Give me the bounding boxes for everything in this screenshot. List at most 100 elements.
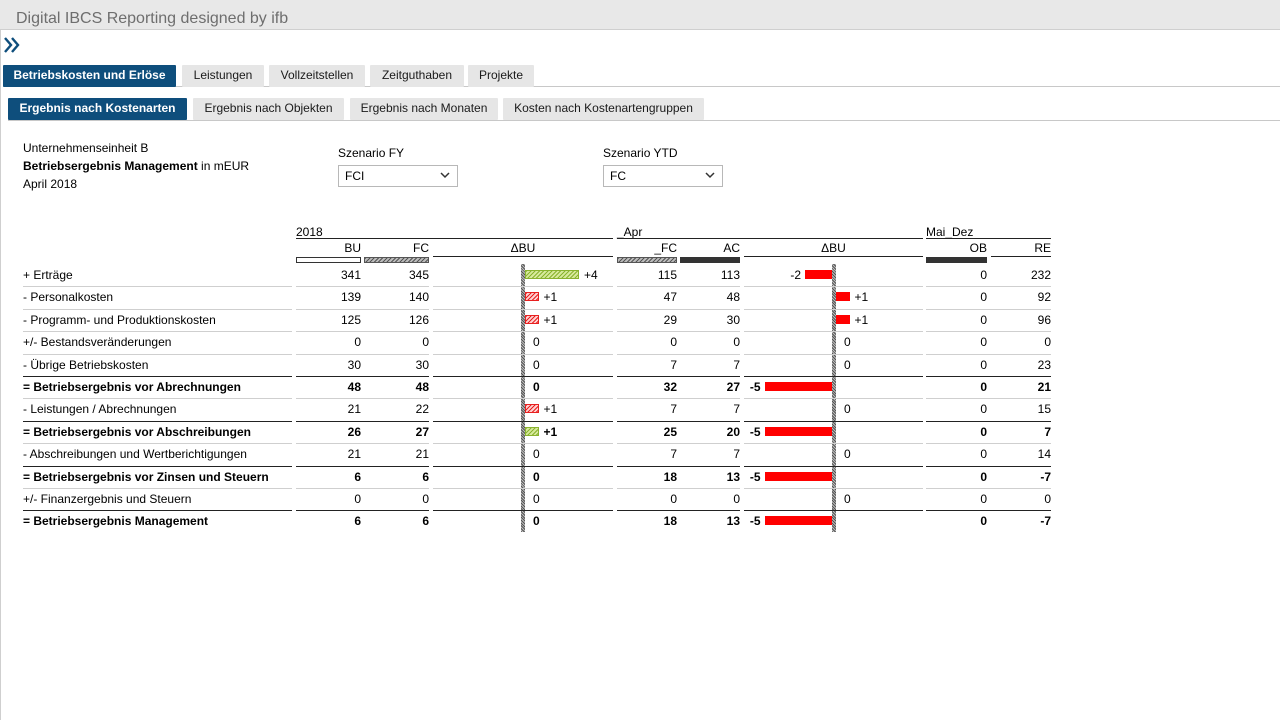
row-separator: [296, 421, 429, 422]
scenario-ytd-select[interactable]: FC: [603, 165, 723, 187]
cell-fc: 140: [408, 290, 429, 305]
col-delta-bu-1: ΔBU: [510, 241, 536, 255]
row-separator: [433, 510, 613, 511]
delta-label-2: -2: [790, 268, 801, 282]
cell-bu: 0: [354, 335, 361, 350]
row-separator: [296, 398, 429, 399]
tab-ergebnis-nach-monaten[interactable]: Ergebnis nach Monaten: [350, 98, 498, 120]
cell-ob: 0: [980, 469, 987, 484]
tab-leistungen[interactable]: Leistungen: [182, 65, 264, 87]
row-label: = Betriebsergebnis vor Zinsen und Steuer…: [23, 469, 269, 484]
row-separator: [926, 443, 1051, 444]
row-separator: [296, 488, 429, 489]
delta-bar-2: [764, 516, 832, 526]
cell-re: 0: [1044, 335, 1051, 350]
row-label: - Abschreibungen und Wertberichtigungen: [23, 447, 247, 462]
tab-vollzeitstellen[interactable]: Vollzeitstellen: [269, 65, 365, 87]
delta-label-2: -5: [749, 514, 761, 529]
row-separator: [433, 398, 613, 399]
delta-bar-1: [525, 292, 539, 302]
row-separator: [296, 376, 429, 377]
cell-re: 232: [1030, 268, 1051, 282]
cell-bu: 139: [340, 290, 361, 305]
col-fc: FC: [413, 241, 429, 255]
row-separator: [296, 510, 429, 511]
row-separator: [23, 443, 292, 444]
row-separator: [23, 488, 292, 489]
left-frame-border: [0, 30, 1, 720]
cell-bu: 0: [354, 492, 361, 506]
tab-ergebnis-nach-kostenarten[interactable]: Ergebnis nach Kostenarten: [8, 98, 187, 120]
cell-ac: 13: [726, 469, 740, 484]
col-re: RE: [1034, 241, 1051, 255]
cell-fc: 6: [422, 469, 429, 484]
scenario-ytd-label: Szenario YTD: [603, 146, 678, 160]
delta-label-1: 0: [533, 335, 540, 350]
cell-ac: 113: [720, 268, 740, 282]
row-separator: [926, 421, 1051, 422]
delta-label-1: 0: [533, 447, 540, 462]
cell-fc: 6: [422, 514, 429, 529]
delta-bar-1: [525, 314, 539, 324]
col-bu: BU: [344, 241, 361, 255]
row-separator: [433, 354, 613, 355]
cell-fc2: 32: [663, 380, 677, 394]
marker-bu: [296, 257, 361, 263]
line-delta-1: [433, 256, 613, 257]
double-chevron-right-icon[interactable]: [3, 35, 23, 55]
cell-ob: 0: [980, 447, 987, 462]
row-separator: [926, 331, 1051, 332]
row-separator: [433, 309, 613, 310]
delta-label-1: 0: [533, 514, 540, 529]
delta-label-1: +1: [543, 402, 558, 417]
cell-fc: 0: [422, 492, 429, 506]
row-separator: [23, 354, 292, 355]
row-separator: [296, 286, 429, 287]
row-label: - Leistungen / Abrechnungen: [23, 402, 177, 417]
cell-re: 14: [1037, 447, 1051, 462]
cell-ob: 0: [980, 380, 987, 394]
row-separator: [23, 510, 292, 511]
row-separator: [296, 354, 429, 355]
tab-betriebskosten-und-erloese[interactable]: Betriebskosten und Erlöse: [3, 65, 176, 87]
row-separator: [744, 398, 923, 399]
cell-re: 23: [1037, 357, 1051, 372]
chevron-down-icon: [440, 172, 450, 179]
cell-re: 15: [1037, 402, 1051, 417]
row-separator: [744, 331, 923, 332]
tab-kosten-nach-kostenartengruppen[interactable]: Kosten nach Kostenartengruppen: [503, 98, 704, 120]
cell-bu: 6: [354, 514, 361, 529]
scenario-fy-value: FCI: [345, 169, 365, 183]
report-title-suffix: in mEUR: [197, 159, 250, 173]
group-mai-dez-line: [926, 238, 1051, 239]
tab-ergebnis-nach-objekten[interactable]: Ergebnis nach Objekten: [193, 98, 344, 120]
delta-label-2: -5: [749, 469, 761, 484]
tab-zeitguthaben[interactable]: Zeitguthaben: [370, 65, 464, 87]
cell-ac: 48: [726, 290, 740, 305]
cell-ob: 0: [980, 312, 987, 327]
col-ac: AC: [723, 241, 740, 255]
cell-re: -7: [1040, 514, 1051, 529]
sub-tab-bar: Ergebnis nach Kostenarten Ergebnis nach …: [8, 98, 1280, 121]
group-apr-line: [617, 238, 923, 239]
row-separator: [617, 466, 740, 467]
row-separator: [926, 309, 1051, 310]
delta-label-1: 0: [533, 492, 540, 506]
cell-fc: 27: [415, 424, 429, 439]
cell-bu: 26: [347, 424, 361, 439]
row-separator: [23, 286, 292, 287]
cell-fc2: 18: [663, 469, 677, 484]
delta-label-1: +1: [543, 312, 558, 327]
group-apr: _Apr: [617, 225, 643, 239]
tab-projekte[interactable]: Projekte: [468, 65, 534, 87]
col-delta-bu-2: ΔBU: [821, 241, 846, 255]
cell-re: 96: [1037, 312, 1051, 327]
delta-label-2: 0: [844, 357, 851, 372]
row-separator: [433, 286, 613, 287]
row-separator: [23, 376, 292, 377]
cell-ac: 13: [726, 514, 740, 529]
scenario-fy-select[interactable]: FCI: [338, 165, 458, 187]
col-ob: OB: [969, 241, 987, 255]
delta-label-2: +1: [854, 312, 869, 327]
row-separator: [23, 421, 292, 422]
